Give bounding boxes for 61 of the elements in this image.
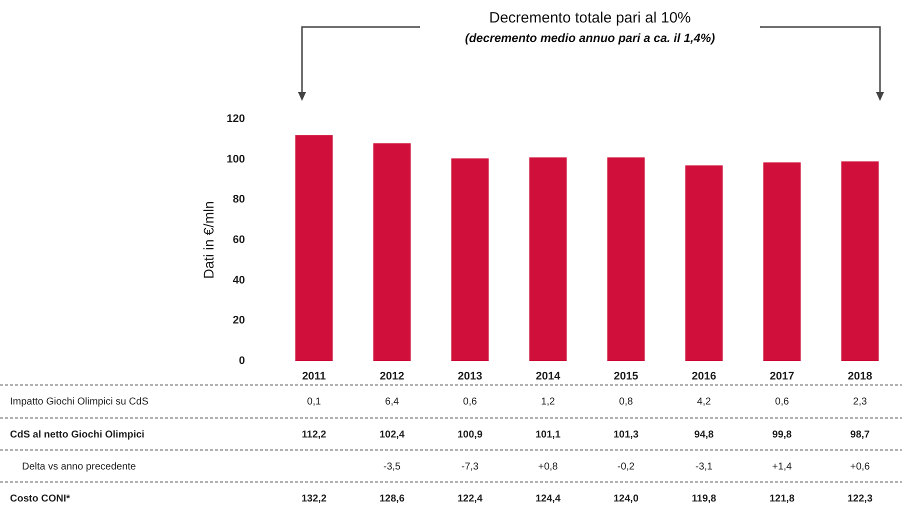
text: 124,0 xyxy=(613,494,639,504)
text: 119,8 xyxy=(692,494,717,504)
y-tick-label: 100 xyxy=(226,153,245,166)
text: -3,5 xyxy=(383,462,402,472)
x-tick-label: 2011 xyxy=(302,370,326,382)
bar xyxy=(841,161,879,361)
y-tick-label: 120 xyxy=(226,113,245,125)
text: +1,4 xyxy=(772,462,792,472)
x-tick-label: 2017 xyxy=(770,370,794,382)
text: Impatto Giochi Olimpici su CdS xyxy=(10,396,149,408)
text: 132,2 xyxy=(301,494,327,504)
text: 0,6 xyxy=(775,396,790,408)
bar xyxy=(373,143,411,361)
text: 100,9 xyxy=(457,430,483,440)
y-tick-label: 40 xyxy=(232,274,245,286)
x-tick-label: 2012 xyxy=(380,370,404,382)
text: 122,3 xyxy=(847,494,873,504)
text: 102,4 xyxy=(379,430,405,440)
text: -3,1 xyxy=(695,462,714,472)
text: 101,3 xyxy=(613,430,639,440)
text: 6,4 xyxy=(385,396,400,408)
bar xyxy=(295,135,333,361)
text: 121,8 xyxy=(769,494,795,504)
x-tick-label: 2015 xyxy=(614,370,638,382)
text: 124,4 xyxy=(535,494,561,504)
bar xyxy=(451,158,489,361)
text: 4,2 xyxy=(697,396,712,408)
bar xyxy=(763,162,801,361)
text: Delta vs anno precedente xyxy=(22,462,136,472)
chart-subtitle: (decremento medio annuo pari a ca. il 1,4%) xyxy=(464,31,716,45)
text: 98,7 xyxy=(850,430,870,440)
text: 99,8 xyxy=(772,430,792,440)
text: -0,2 xyxy=(617,462,636,472)
text: 0,8 xyxy=(619,396,634,408)
text: -7,3 xyxy=(461,462,480,472)
y-tick-label: 60 xyxy=(232,234,245,246)
text: 128,6 xyxy=(379,494,405,504)
y-tick-label: 80 xyxy=(232,194,245,206)
text: 112,2 xyxy=(302,430,327,440)
x-tick-label: 2018 xyxy=(848,370,872,382)
text: 0,1 xyxy=(307,396,322,408)
bar xyxy=(607,157,645,361)
text: +0,8 xyxy=(538,462,558,472)
text: 101,1 xyxy=(535,430,561,440)
text: +0,6 xyxy=(850,462,870,472)
text: 0,6 xyxy=(463,396,478,408)
y-axis-title: Dati in €/mln xyxy=(200,201,217,279)
text: 94,8 xyxy=(694,430,714,440)
text: CdS al netto Giochi Olimpici xyxy=(10,430,145,440)
y-tick-label: 20 xyxy=(232,314,245,327)
bar xyxy=(685,165,723,361)
text: 2,3 xyxy=(853,396,868,408)
text: 1,2 xyxy=(541,396,556,408)
text: Costo CONI* xyxy=(10,494,70,504)
bar xyxy=(529,157,567,361)
x-tick-label: 2014 xyxy=(536,370,562,382)
x-tick-label: 2016 xyxy=(692,370,716,382)
y-tick-label: 0 xyxy=(238,355,245,367)
chart-title: Decremento totale pari al 10% xyxy=(489,10,691,26)
text: 122,4 xyxy=(457,494,483,504)
x-tick-label: 2013 xyxy=(458,370,482,382)
